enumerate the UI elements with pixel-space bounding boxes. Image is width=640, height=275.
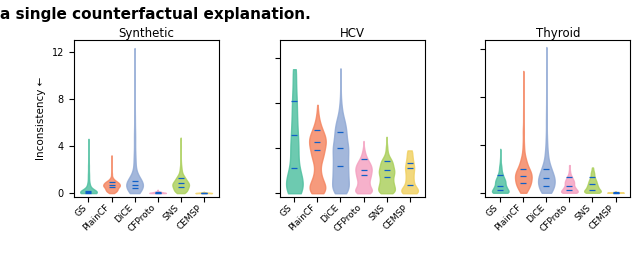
Title: HCV: HCV <box>339 27 365 40</box>
Text: a single counterfactual explanation.: a single counterfactual explanation. <box>0 7 311 22</box>
Title: Synthetic: Synthetic <box>118 27 174 40</box>
Y-axis label: Inconsistency ←: Inconsistency ← <box>36 76 46 160</box>
Title: Thyroid: Thyroid <box>536 27 580 40</box>
